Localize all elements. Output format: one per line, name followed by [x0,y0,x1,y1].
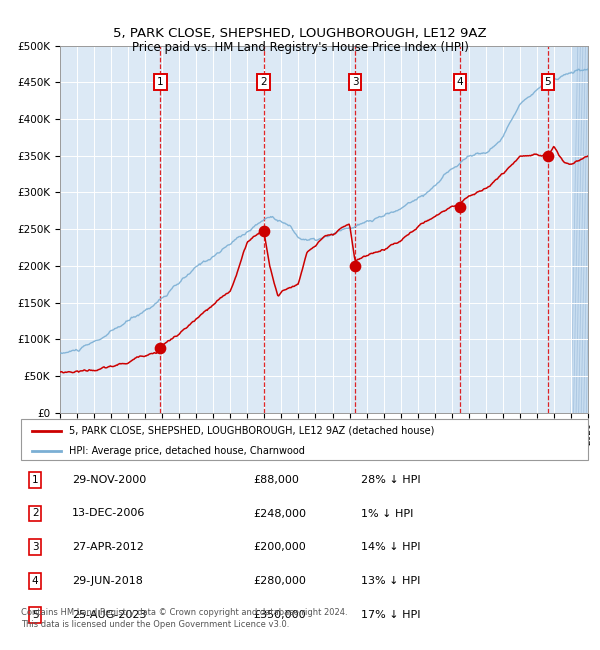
Text: 17% ↓ HPI: 17% ↓ HPI [361,610,421,620]
Text: Contains HM Land Registry data © Crown copyright and database right 2024.: Contains HM Land Registry data © Crown c… [21,608,347,617]
Text: 3: 3 [352,77,358,87]
Text: 5: 5 [545,77,551,87]
Text: 29-JUN-2018: 29-JUN-2018 [72,576,143,586]
Text: 5: 5 [32,610,38,620]
Bar [571,46,596,413]
Point [155,343,165,354]
Point [543,151,553,161]
FancyBboxPatch shape [21,419,588,460]
Text: 13% ↓ HPI: 13% ↓ HPI [361,576,421,586]
Text: This data is licensed under the Open Government Licence v3.0.: This data is licensed under the Open Gov… [21,619,289,629]
Point [259,226,268,236]
Text: 13-DEC-2006: 13-DEC-2006 [72,508,145,519]
Text: £280,000: £280,000 [253,576,307,586]
Text: 2: 2 [32,508,38,519]
Text: 1: 1 [157,77,164,87]
Text: 5, PARK CLOSE, SHEPSHED, LOUGHBOROUGH, LE12 9AZ (detached house): 5, PARK CLOSE, SHEPSHED, LOUGHBOROUGH, L… [69,426,434,436]
Point [350,261,360,271]
Text: £88,000: £88,000 [253,474,299,485]
Text: 14% ↓ HPI: 14% ↓ HPI [361,542,421,552]
Text: 1% ↓ HPI: 1% ↓ HPI [361,508,413,519]
Text: HPI: Average price, detached house, Charnwood: HPI: Average price, detached house, Char… [69,446,305,456]
Text: £200,000: £200,000 [253,542,306,552]
Text: 28% ↓ HPI: 28% ↓ HPI [361,474,421,485]
Text: 3: 3 [32,542,38,552]
Text: 2: 2 [260,77,267,87]
Point [455,202,465,213]
Text: 29-NOV-2000: 29-NOV-2000 [72,474,146,485]
Text: 4: 4 [457,77,463,87]
Text: 25-AUG-2023: 25-AUG-2023 [72,610,146,620]
Text: 4: 4 [32,576,38,586]
Text: 5, PARK CLOSE, SHEPSHED, LOUGHBOROUGH, LE12 9AZ: 5, PARK CLOSE, SHEPSHED, LOUGHBOROUGH, L… [113,27,487,40]
Text: £350,000: £350,000 [253,610,306,620]
Text: 1: 1 [32,474,38,485]
Text: Price paid vs. HM Land Registry's House Price Index (HPI): Price paid vs. HM Land Registry's House … [131,41,469,54]
Text: £248,000: £248,000 [253,508,307,519]
Text: 27-APR-2012: 27-APR-2012 [72,542,144,552]
